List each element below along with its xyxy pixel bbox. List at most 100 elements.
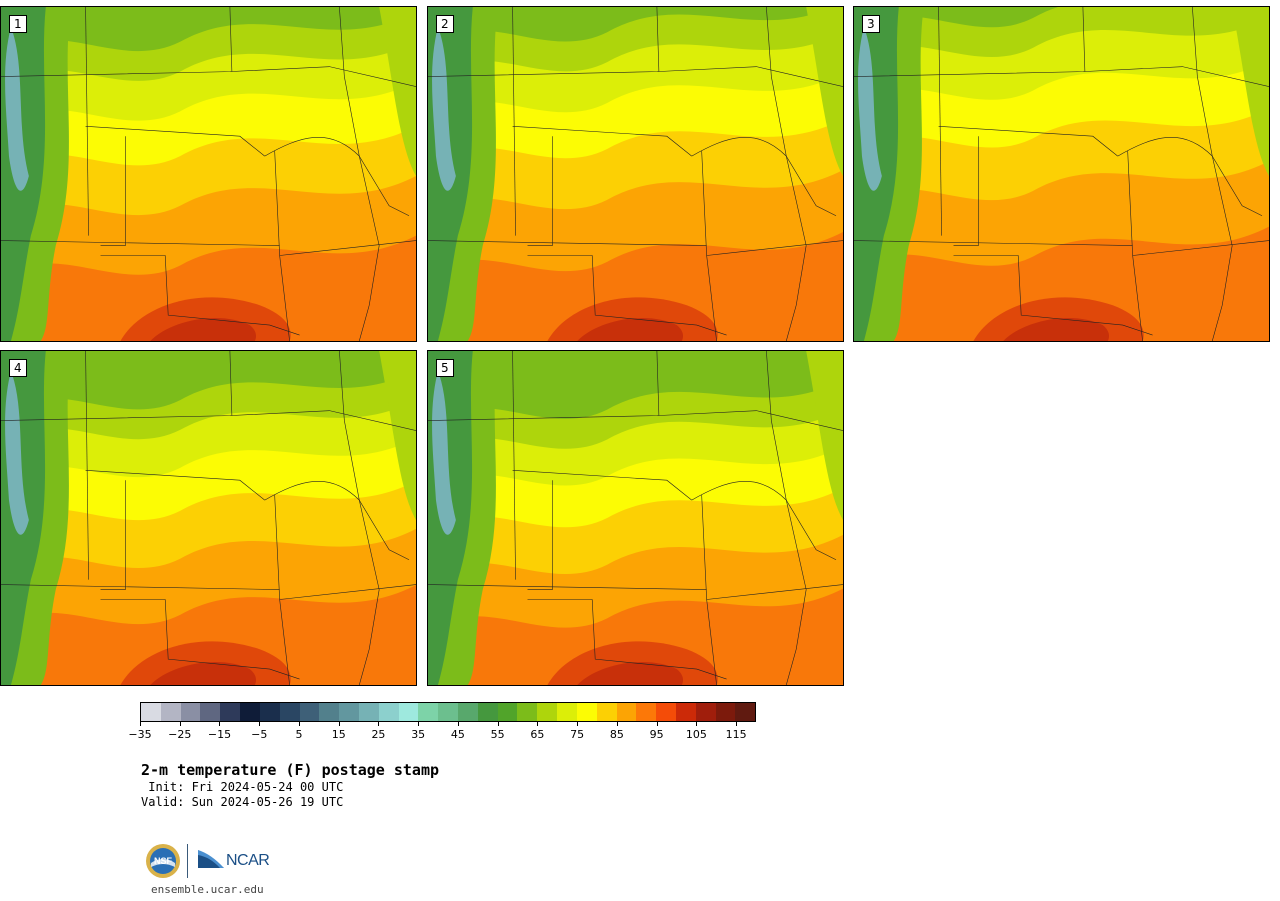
colorbar-cell: [200, 703, 221, 721]
colorbar-tick: [577, 722, 579, 726]
colorbar-cell: [458, 703, 478, 721]
state-boundary: [279, 240, 416, 256]
state-boundary: [1132, 240, 1269, 256]
state-boundary: [264, 136, 360, 157]
figure-title: 2-m temperature (F) postage stamp: [141, 761, 440, 779]
colorbar-tick: [696, 722, 698, 726]
state-boundary: [100, 480, 126, 590]
member-label: 3: [862, 15, 880, 33]
colorbar-cell: [141, 703, 161, 721]
colorbar-tick-label: 25: [371, 728, 386, 741]
nsf-logo-text: NSF: [154, 856, 173, 866]
state-boundary: [512, 125, 692, 157]
valid-time: Valid: Sun 2024-05-26 19 UTC: [141, 795, 344, 809]
colorbar-cell: [537, 703, 558, 721]
colorbar-cell: [477, 703, 498, 721]
colorbar-tick-label: 5: [295, 728, 303, 741]
temperature-colorbar: [140, 702, 756, 722]
colorbar-cell: [656, 703, 676, 721]
colorbar-tick-label: 35: [411, 728, 426, 741]
state-boundary: [1082, 7, 1086, 72]
colorbar-tick: [616, 722, 618, 726]
colorbar-tick-label: 95: [649, 728, 664, 741]
colorbar-tick-label: −25: [168, 728, 192, 741]
colorbar-cell: [695, 703, 716, 721]
state-boundary: [85, 125, 265, 157]
state-boundary: [1, 410, 416, 431]
state-boundary: [1211, 156, 1233, 341]
colorbar-cell: [576, 703, 597, 721]
state-boundary: [512, 7, 516, 236]
state-boundary: [527, 480, 553, 590]
temperature-band: [1, 351, 416, 411]
colorbar-cell: [616, 703, 637, 721]
colorbar-tick-label: 105: [685, 728, 707, 741]
stamp-panel-2: 2: [427, 6, 844, 342]
east-cool-band: [379, 351, 416, 520]
member-label: 2: [436, 15, 454, 33]
state-boundary: [358, 156, 380, 341]
stamp-panel-5: 5: [427, 350, 844, 686]
colorbar-tick: [457, 722, 459, 726]
state-boundary: [100, 255, 300, 336]
state-boundary: [358, 500, 380, 685]
colorbar-tick: [497, 722, 499, 726]
colorbar-cell: [259, 703, 280, 721]
east-cool-band: [1232, 7, 1269, 176]
state-boundary: [706, 584, 843, 600]
colorbar-cell: [675, 703, 696, 721]
temperature-map-2: [428, 7, 843, 341]
state-boundary: [512, 469, 692, 501]
colorbar-cell: [279, 703, 300, 721]
colorbar-tick: [179, 722, 181, 726]
logo-divider: [187, 844, 188, 878]
hot-core-peak: [1003, 317, 1110, 341]
colorbar-cell: [299, 703, 320, 721]
colorbar-tick-label: 65: [530, 728, 545, 741]
temperature-map-3: [854, 7, 1269, 341]
colorbar-tick: [140, 722, 141, 726]
ncar-logo-text: NCAR: [226, 852, 270, 869]
temperature-band: [1, 7, 416, 52]
colorbar-tick-label: −15: [207, 728, 232, 741]
hot-core-peak: [577, 661, 684, 685]
colorbar-tick-label: 85: [609, 728, 624, 741]
colorbar-cell: [735, 703, 756, 721]
state-boundary: [100, 136, 126, 246]
state-boundary: [785, 156, 807, 341]
state-boundary: [527, 599, 727, 680]
colorbar-cell: [438, 703, 458, 721]
state-boundary: [1, 66, 416, 87]
colorbar-cell: [517, 703, 538, 721]
state-boundary: [428, 410, 843, 431]
colorbar-cell: [557, 703, 577, 721]
colorbar-cell: [418, 703, 439, 721]
state-boundary: [279, 584, 416, 600]
colorbar-cell: [180, 703, 201, 721]
colorbar-cell: [497, 703, 518, 721]
colorbar-cell: [596, 703, 617, 721]
state-boundary: [938, 125, 1118, 157]
temperature-band: [428, 7, 843, 43]
mountain-peaks: [5, 370, 29, 535]
colorbar-cell: [220, 703, 241, 721]
state-boundary: [938, 7, 942, 236]
east-cool-band: [806, 351, 843, 520]
state-boundary: [854, 66, 1269, 87]
temperature-band: [428, 351, 843, 420]
stamp-panel-4: 4: [0, 350, 417, 686]
state-boundary: [527, 136, 553, 246]
colorbar-cell: [715, 703, 736, 721]
east-cool-band: [806, 7, 843, 176]
state-boundary: [229, 7, 233, 72]
colorbar-tick: [298, 722, 300, 726]
mountain-peaks: [5, 26, 29, 191]
state-boundary: [264, 480, 360, 501]
state-boundary: [428, 66, 843, 87]
temperature-map-5: [428, 351, 843, 685]
state-boundary: [785, 500, 807, 685]
temperature-map-1: [1, 7, 416, 341]
colorbar-tick-label: 55: [490, 728, 505, 741]
colorbar-cell: [378, 703, 399, 721]
nsf-logo: NSF: [146, 844, 180, 878]
